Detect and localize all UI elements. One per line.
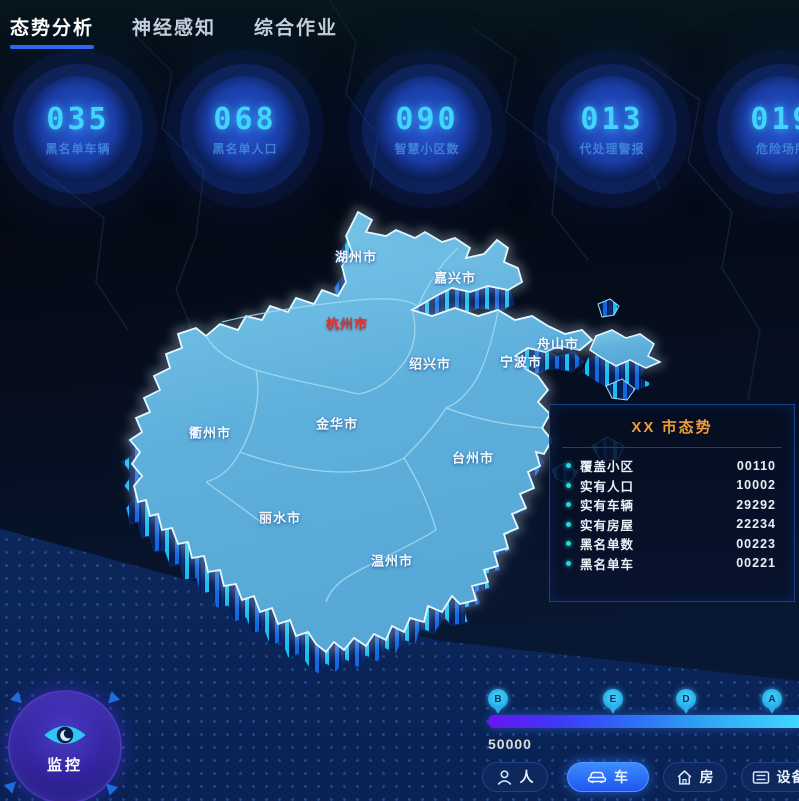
panel-row-value: 22234: [736, 517, 776, 532]
panel-row-value: 00223: [736, 536, 776, 551]
panel-row: 实有房屋 22234: [550, 515, 794, 535]
bullet-dot-icon: [566, 482, 571, 488]
stat-label: 代处理警报: [579, 141, 645, 156]
panel-row-value: 00221: [736, 556, 776, 571]
panel-row: 黑名单车 00221: [550, 554, 794, 574]
filter-device-button[interactable]: 设备: [741, 762, 799, 792]
stat-value: 035: [46, 101, 110, 137]
stat-label: 危险场所: [755, 141, 799, 156]
city-borders: [205, 247, 545, 603]
city-situation-panel: XX 市态势 覆盖小区 00110 实有人口 10002 实有车辆 29292 …: [549, 404, 795, 602]
filter-person-button[interactable]: 人: [482, 762, 548, 792]
slider-marker-b[interactable]: B: [488, 689, 508, 714]
stat-bubble: 090 智慧小区数: [374, 76, 480, 182]
filter-label: 人: [519, 769, 535, 785]
slider-marker-a[interactable]: A: [762, 689, 782, 714]
slider-marker-d[interactable]: D: [676, 689, 696, 714]
panel-row: 覆盖小区 00110: [550, 456, 794, 476]
bullet-dot-icon: [566, 502, 571, 508]
stat-label: 黑名单车辆: [45, 141, 111, 156]
filter-label: 车: [614, 769, 629, 785]
stat-value: 068: [213, 101, 277, 137]
bullet-dot-icon: [566, 541, 571, 547]
city-label[interactable]: 嘉兴市: [433, 270, 477, 286]
filter-label: 房: [699, 769, 715, 785]
stat-bubble: 013 代处理警报: [559, 76, 665, 182]
filter-vehicle-button[interactable]: 车: [567, 762, 649, 792]
city-label[interactable]: 台州市: [451, 450, 495, 466]
panel-row-label: 黑名单数: [580, 538, 635, 553]
stat-dangerous-places: 019 危险场所: [707, 76, 799, 182]
bullet-dot-icon: [566, 560, 571, 566]
gradient-slider[interactable]: [488, 715, 799, 728]
tab-integrated-operations[interactable]: 综合作业: [254, 18, 339, 39]
panel-row: 黑名单数 00223: [550, 534, 794, 554]
panel-row-label: 实有人口: [580, 479, 635, 494]
panel-row-value: 00110: [736, 458, 776, 473]
bullet-dot-icon: [566, 521, 571, 527]
filter-house-button[interactable]: 房: [663, 762, 727, 792]
panel-row-value: 29292: [736, 497, 776, 512]
panel-divider: [562, 447, 782, 448]
top-nav: 态势分析 神经感知 综合作业: [10, 13, 338, 49]
stat-blacklist-population: 068 黑名单人口: [170, 76, 320, 182]
stat-bubble: 068 黑名单人口: [192, 76, 298, 182]
panel-row-label: 覆盖小区: [580, 460, 635, 475]
city-label[interactable]: 丽水市: [258, 510, 302, 526]
stat-value: 013: [580, 101, 644, 137]
device-icon: [752, 770, 769, 784]
panel-row: 实有人口 10002: [550, 476, 794, 496]
panel-row-value: 10002: [736, 478, 776, 493]
stat-smart-communities: 090 智慧小区数: [352, 76, 502, 182]
city-label[interactable]: 绍兴市: [408, 356, 452, 372]
stat-bubble: 019 危险场所: [729, 76, 799, 182]
stat-value: 090: [395, 101, 459, 137]
person-icon: [497, 769, 511, 785]
city-label[interactable]: 温州市: [370, 553, 414, 569]
city-label-highlighted[interactable]: 杭州市: [325, 316, 369, 332]
slider-marker-e[interactable]: E: [603, 689, 623, 714]
stat-bubble: 035 黑名单车辆: [25, 76, 131, 182]
car-icon: [587, 771, 607, 784]
home-icon: [677, 769, 691, 785]
stat-label: 黑名单人口: [212, 141, 278, 156]
monitor-label: 监控: [46, 756, 83, 774]
panel-title: XX 市态势: [631, 419, 713, 436]
eye-icon: [44, 725, 86, 744]
panel-row-label: 实有房屋: [580, 518, 635, 533]
stat-label: 智慧小区数: [394, 141, 460, 156]
panel-row: 实有车辆 29292: [550, 495, 794, 515]
stat-pending-alerts: 013 代处理警报: [537, 76, 687, 182]
filter-label: 设备: [776, 769, 799, 785]
tab-situation-analysis[interactable]: 态势分析: [10, 13, 95, 49]
slider-value: 50000: [488, 736, 532, 752]
stat-value: 019: [750, 101, 799, 137]
panel-row-label: 黑名单车: [580, 557, 635, 572]
panel-row-label: 实有车辆: [580, 499, 635, 514]
tab-neural-perception[interactable]: 神经感知: [132, 18, 217, 39]
city-label[interactable]: 金华市: [315, 416, 359, 432]
city-label[interactable]: 衢州市: [188, 425, 232, 441]
city-label[interactable]: 湖州市: [334, 249, 378, 265]
city-label[interactable]: 宁波市: [499, 354, 543, 370]
monitor-button[interactable]: 监控: [8, 690, 122, 801]
stat-blacklist-vehicles: 035 黑名单车辆: [3, 76, 153, 182]
city-label[interactable]: 舟山市: [536, 336, 580, 352]
bullet-dot-icon: [566, 463, 571, 469]
